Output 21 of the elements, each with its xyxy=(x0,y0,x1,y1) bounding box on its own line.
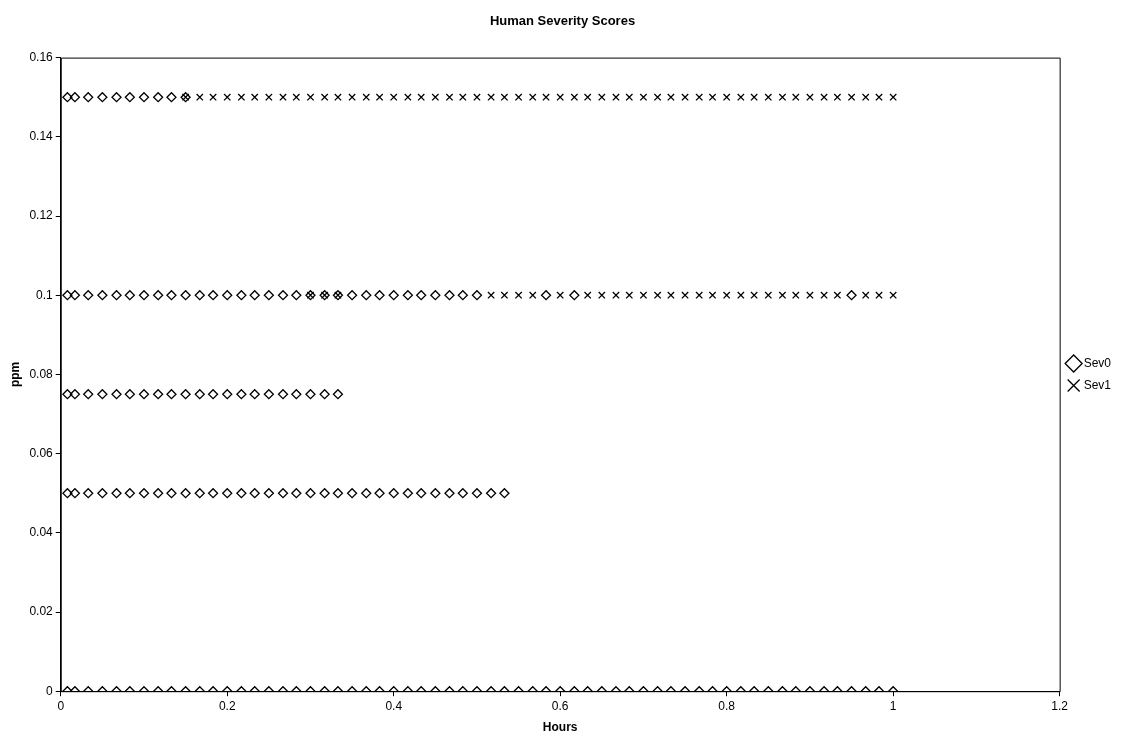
y-axis-title: ppm xyxy=(7,361,22,388)
legend-label: Sev1 xyxy=(1083,377,1112,392)
x-tick-label: 0.2 xyxy=(218,698,236,713)
x-tick-label: 0.8 xyxy=(718,698,736,713)
y-tick-label: 0 xyxy=(46,683,54,698)
x-tick-label: 1 xyxy=(889,698,897,713)
x-tick-label: 0.4 xyxy=(385,698,403,713)
x-tick-label: 0.6 xyxy=(551,698,569,713)
y-tick-label: 0.08 xyxy=(29,366,54,381)
y-tick-label: 0.14 xyxy=(29,129,54,144)
x-tick-label: 0 xyxy=(57,698,65,713)
y-tick-label: 0.04 xyxy=(29,525,54,540)
y-tick-label: 0.02 xyxy=(29,604,54,619)
legend-label: Sev0 xyxy=(1083,355,1112,370)
x-axis-title: Hours xyxy=(542,720,578,735)
y-tick-label: 0.16 xyxy=(29,49,54,64)
y-tick-label: 0.06 xyxy=(29,445,54,460)
chart-title: Human Severity Scores xyxy=(489,13,636,29)
y-tick-label: 0.1 xyxy=(36,287,54,302)
y-tick-label: 0.12 xyxy=(29,208,54,223)
x-tick-label: 1.2 xyxy=(1051,698,1069,713)
